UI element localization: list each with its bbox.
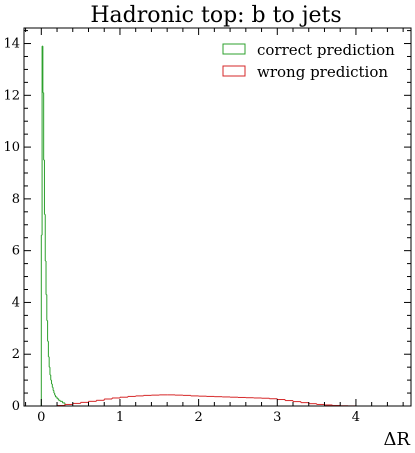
y-tick-label: 2: [12, 347, 20, 362]
legend-label-wrong-prediction: wrong prediction: [257, 63, 388, 81]
y-tick-label: 14: [3, 37, 20, 52]
x-tick-label: 2: [194, 410, 202, 425]
y-tick-label: 0: [12, 399, 20, 414]
y-tick-label: 10: [3, 140, 20, 155]
legend-swatch-wrong-prediction: [222, 65, 246, 77]
x-tick-label: 3: [273, 410, 281, 425]
y-tick-label: 12: [3, 88, 20, 103]
legend: correct prediction wrong prediction: [222, 41, 395, 81]
legend-swatch-correct-prediction: [222, 43, 246, 55]
series-correct-prediction: [40, 45, 66, 406]
x-tick-label: 0: [37, 410, 45, 425]
plot-frame: [23, 27, 412, 407]
series-wrong-prediction: [56, 394, 357, 407]
y-tick-label: 6: [12, 244, 20, 259]
x-axis-label: ΔR: [383, 429, 410, 450]
chart-title: Hadronic top: b to jets: [90, 3, 341, 28]
y-tick-label: 8: [12, 192, 20, 207]
y-tick-label: 4: [12, 295, 20, 310]
legend-label-correct-prediction: correct prediction: [257, 41, 395, 59]
x-tick-label: 4: [352, 410, 360, 425]
x-tick-label: 1: [116, 410, 124, 425]
